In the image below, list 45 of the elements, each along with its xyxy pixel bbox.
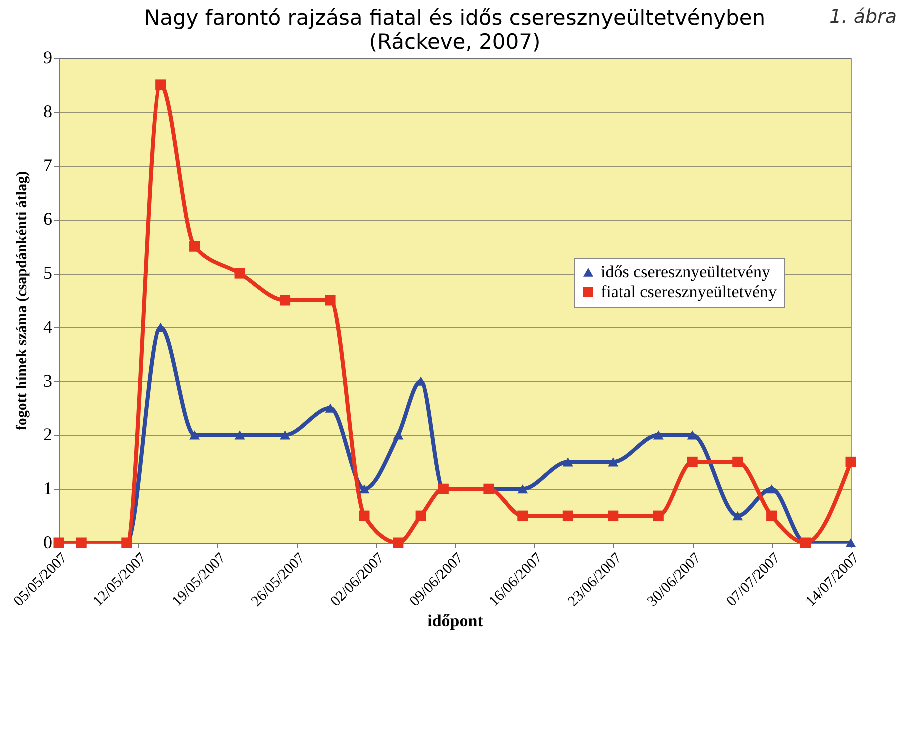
point: [518, 510, 528, 522]
point: [608, 510, 619, 522]
text: 1. ábra: [830, 6, 897, 28]
point: [280, 295, 291, 306]
point: [766, 510, 778, 522]
point: [732, 512, 744, 521]
point: [190, 430, 200, 440]
point: [687, 456, 698, 468]
chart-subtitle: (Ráckeve, 2007): [369, 30, 541, 54]
point: [608, 458, 619, 467]
x-axis-title: időpont: [428, 611, 484, 630]
point: [653, 510, 664, 522]
y-tick-label: 2: [44, 424, 52, 445]
chart-title: Nagy farontó rajzása fiatal és idős cseresznyeültetvényben: [144, 6, 766, 30]
point: [156, 80, 166, 90]
point: [687, 430, 698, 440]
legend-label: idős cseresznyeültetvény: [601, 262, 771, 282]
point: [359, 510, 370, 522]
y-tick-label: 0: [44, 532, 52, 552]
y-tick-label: 5: [44, 263, 52, 284]
point: [234, 430, 246, 440]
y-tick-label: 8: [44, 101, 52, 122]
y-tick-label: 4: [44, 316, 52, 337]
y-tick-label: 3: [44, 370, 52, 391]
point: [234, 268, 246, 279]
point: [846, 456, 856, 468]
point: [359, 484, 370, 494]
point: [518, 484, 528, 494]
y-tick-label: 9: [44, 48, 52, 68]
y-tick-label: 1: [44, 478, 52, 499]
point: [562, 510, 574, 522]
y-tick-label: 7: [44, 155, 52, 176]
point: [732, 456, 744, 468]
point: [846, 538, 856, 548]
point: [280, 430, 291, 440]
point: [393, 538, 404, 548]
y-tick-label: 6: [44, 209, 52, 230]
point: [190, 241, 200, 252]
point: [653, 430, 664, 440]
y-axis-title: fogott hímek száma (csapdánkénti átlag): [14, 171, 30, 431]
point: [325, 295, 336, 306]
point: [562, 458, 574, 467]
legend-label: fiatal cseresznyeültetvény: [601, 282, 778, 302]
point: [393, 430, 404, 440]
point: [416, 510, 426, 522]
